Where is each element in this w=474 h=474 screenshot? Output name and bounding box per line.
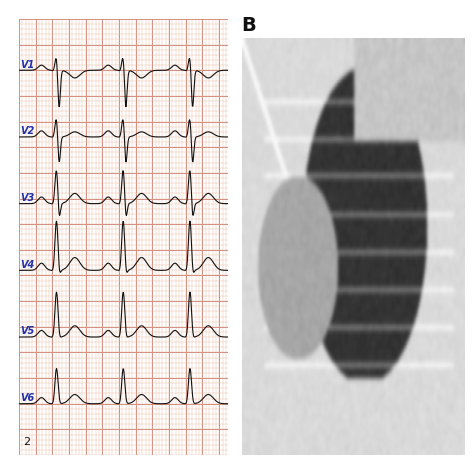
Text: 2: 2 <box>23 437 30 447</box>
Text: V6: V6 <box>21 393 35 403</box>
Text: V2: V2 <box>21 127 35 137</box>
Text: V5: V5 <box>21 327 35 337</box>
Text: V1: V1 <box>21 60 35 70</box>
Text: B: B <box>242 16 256 35</box>
Text: V3: V3 <box>21 193 35 203</box>
Text: V4: V4 <box>21 260 35 270</box>
